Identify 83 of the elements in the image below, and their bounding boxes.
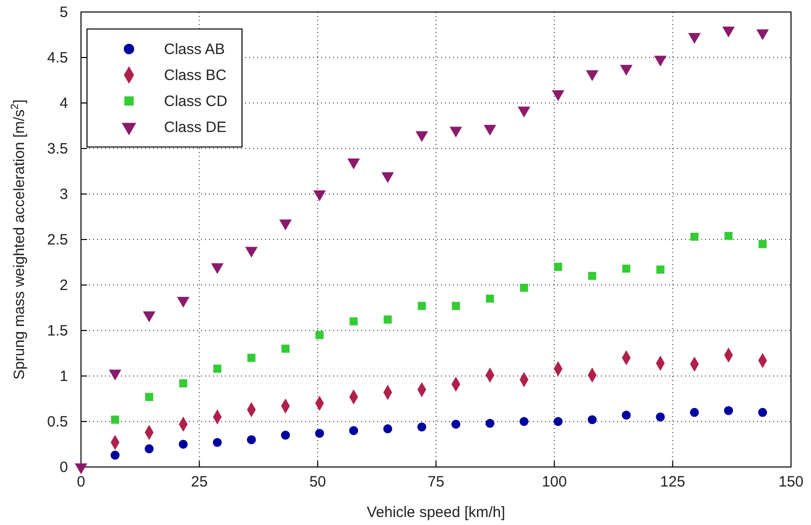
- point: [179, 379, 188, 388]
- point: [144, 444, 154, 454]
- point: [177, 296, 190, 308]
- point: [383, 424, 392, 434]
- point: [586, 70, 598, 81]
- x-tick-label: 75: [428, 474, 444, 490]
- point: [349, 426, 358, 436]
- legend-label: Class DE: [164, 119, 227, 136]
- x-tick-label: 125: [660, 474, 686, 490]
- x-tick-label: 25: [190, 474, 208, 490]
- point: [246, 246, 258, 258]
- point: [212, 438, 222, 447]
- point: [690, 232, 698, 241]
- y-tick-label: 3.5: [47, 140, 68, 158]
- point: [246, 435, 256, 444]
- point: [348, 158, 360, 169]
- x-tick-label: 100: [542, 474, 567, 490]
- point: [417, 422, 426, 432]
- point: [178, 440, 188, 449]
- point: [314, 190, 326, 201]
- point: [211, 263, 224, 274]
- point: [552, 90, 564, 101]
- point: [620, 64, 632, 76]
- point: [110, 450, 120, 460]
- point: [486, 294, 494, 303]
- point: [690, 408, 699, 417]
- legend-label: Class BC: [164, 67, 227, 84]
- y-tick-label: 3: [60, 186, 68, 203]
- point: [382, 172, 394, 183]
- x-axis-title: Vehicle speed [km/h]: [366, 504, 506, 521]
- x-tick-label: 0: [76, 474, 86, 490]
- point: [722, 26, 734, 37]
- point: [688, 32, 700, 44]
- y-tick-label: 1.5: [47, 322, 68, 340]
- point: [315, 428, 324, 438]
- point: [213, 364, 222, 373]
- point: [518, 106, 530, 117]
- point: [588, 272, 596, 280]
- point: [656, 265, 664, 274]
- point: [247, 354, 256, 362]
- point: [554, 417, 563, 426]
- point: [724, 406, 734, 416]
- point: [758, 408, 768, 417]
- point: [418, 302, 426, 310]
- point: [145, 392, 154, 401]
- y-tick-label: 4: [60, 94, 68, 112]
- legend-label: Class CD: [164, 93, 228, 110]
- point: [109, 370, 121, 380]
- point: [656, 412, 665, 422]
- point: [350, 317, 358, 326]
- point: [280, 220, 292, 230]
- y-tick-label: 0.5: [47, 413, 68, 430]
- y-tick-label: 2.5: [47, 231, 68, 248]
- x-tick-label: 150: [778, 474, 804, 490]
- point: [111, 416, 120, 424]
- point: [520, 284, 528, 292]
- y-tick-label: 4.5: [47, 49, 68, 66]
- point: [724, 232, 733, 240]
- legend-label: Class AB: [164, 41, 225, 58]
- point: [622, 264, 630, 273]
- y-tick-label: 5: [60, 4, 68, 21]
- y-tick-label: 0: [60, 458, 68, 476]
- point: [554, 262, 562, 271]
- point: [758, 240, 767, 248]
- y-tick-label: 1: [60, 368, 68, 385]
- point: [316, 331, 324, 340]
- point: [756, 29, 768, 40]
- point: [384, 316, 392, 324]
- y-tick-label: 2: [60, 276, 68, 294]
- point: [416, 131, 428, 142]
- point: [654, 56, 666, 66]
- point: [450, 126, 462, 138]
- point: [451, 420, 460, 429]
- point: [622, 410, 631, 420]
- point: [452, 302, 460, 310]
- point: [280, 430, 290, 440]
- point: [484, 124, 496, 136]
- point: [520, 417, 529, 426]
- point: [281, 344, 290, 353]
- point: [143, 311, 156, 322]
- point: [588, 415, 597, 424]
- x-tick-label: 50: [309, 474, 326, 490]
- point: [485, 418, 494, 428]
